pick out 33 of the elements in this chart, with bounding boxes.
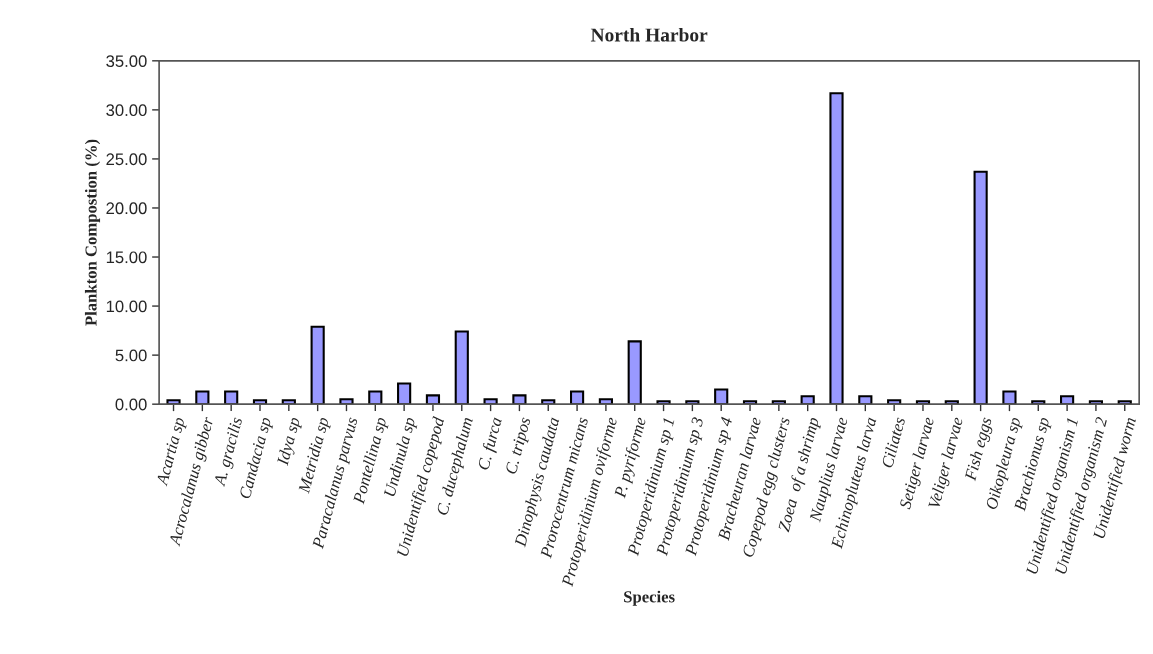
y-tick-label: 15.00 (106, 251, 147, 264)
bar (397, 382, 412, 405)
bar (1060, 395, 1075, 405)
bar (368, 390, 383, 405)
bar (829, 92, 844, 405)
y-tick-label: 20.00 (106, 202, 147, 215)
bar (512, 394, 527, 405)
x-tick-label: C. furca (476, 416, 506, 472)
bar (454, 330, 469, 405)
bar (858, 395, 873, 405)
y-tick-label: 35.00 (106, 55, 147, 68)
bar (195, 390, 210, 405)
bar (339, 398, 354, 405)
y-axis-title: Plankton Compostion (%) (84, 139, 101, 326)
bar (310, 325, 325, 405)
bar (973, 170, 988, 405)
y-tick-label: 10.00 (106, 300, 147, 313)
bar (1002, 390, 1017, 405)
x-tick-label: C. tripos (505, 416, 534, 476)
x-tick-label: Idya sp (276, 416, 304, 467)
x-axis-title: Species (624, 590, 675, 606)
y-tick-label: 5.00 (115, 349, 147, 362)
bar (166, 399, 181, 405)
bar (714, 388, 729, 405)
bar (800, 395, 815, 405)
y-tick-label: 25.00 (106, 153, 147, 166)
y-tick-label: 0.00 (115, 398, 147, 411)
bar (627, 340, 642, 405)
y-tick-label: 30.00 (106, 104, 147, 117)
chart-title: North Harbor (590, 27, 708, 42)
bar (569, 390, 585, 405)
bar (224, 390, 239, 405)
bar (425, 394, 441, 405)
